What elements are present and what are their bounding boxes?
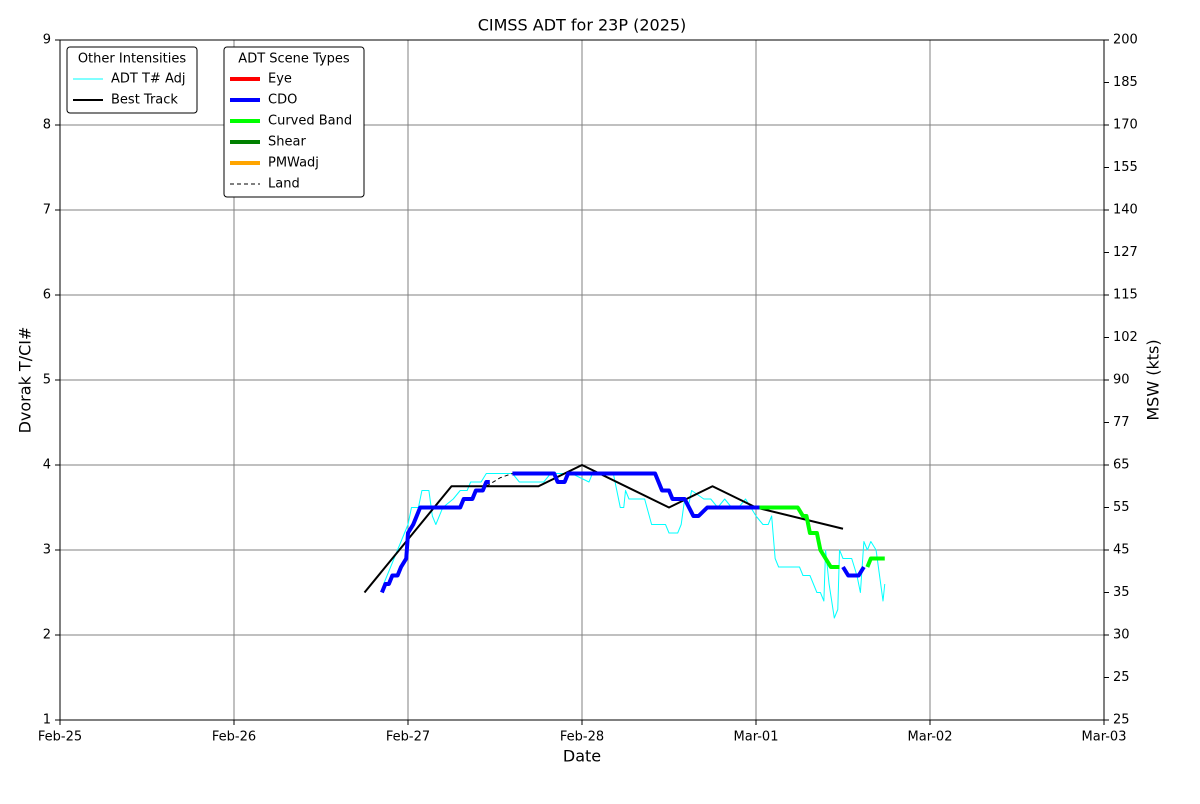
- y2-tick-label: 155: [1113, 160, 1138, 175]
- legend-label: CDO: [268, 93, 297, 108]
- y-tick-label: 2: [43, 628, 51, 643]
- x-tick-label: Feb-28: [560, 730, 604, 745]
- plot-frame: [59, 39, 1105, 721]
- chart-title: CIMSS ADT for 23P (2025): [478, 16, 687, 35]
- x-tick-label: Feb-25: [38, 730, 82, 745]
- y2-tick-label: 90: [1113, 373, 1130, 388]
- y-tick-label: 3: [43, 543, 51, 558]
- y2-tick-label: 30: [1113, 628, 1130, 643]
- y2-tick-label: 200: [1113, 33, 1138, 48]
- x-axis-label: Date: [563, 747, 601, 766]
- y-tick-label: 7: [43, 203, 51, 218]
- y2-tick-label: 140: [1113, 203, 1138, 218]
- x-tick-label: Feb-27: [386, 730, 430, 745]
- legend-title: Other Intensities: [78, 52, 187, 67]
- legend-label: Best Track: [111, 93, 178, 108]
- y-tick-label: 6: [43, 288, 51, 303]
- series-line: [486, 473, 513, 487]
- legend-label: Curved Band: [268, 114, 352, 129]
- y2-tick-label: 65: [1113, 458, 1130, 473]
- legend-title: ADT Scene Types: [238, 52, 350, 67]
- y2-tick-label: 77: [1113, 415, 1130, 430]
- x-tick-label: Mar-03: [1082, 730, 1127, 745]
- y-tick-label: 5: [43, 373, 51, 388]
- x-tick-label: Feb-26: [212, 730, 256, 745]
- y2-tick-label: 55: [1113, 500, 1130, 515]
- y2-tick-label: 35: [1113, 585, 1130, 600]
- y2-tick-label: 45: [1113, 543, 1130, 558]
- y2-axis-label: MSW (kts): [1144, 339, 1163, 420]
- legend-box: [66, 46, 198, 114]
- x-tick-label: Mar-01: [734, 730, 779, 745]
- series-line: [759, 505, 885, 569]
- y2-tick-label: 25: [1113, 670, 1130, 685]
- y2-tick-label: 185: [1113, 75, 1138, 90]
- legend-label: Eye: [268, 72, 292, 87]
- legend-label: Shear: [268, 135, 306, 150]
- y2-tick-label: 170: [1113, 118, 1138, 133]
- x-tick-label: Mar-02: [908, 730, 953, 745]
- y-tick-label: 8: [43, 118, 51, 133]
- legend-label: Land: [268, 177, 300, 192]
- y2-tick-label: 102: [1113, 330, 1138, 345]
- legend-box: [223, 46, 365, 198]
- y2-tick-label: 127: [1113, 245, 1138, 260]
- series-line: [380, 471, 866, 594]
- legend-label: ADT T# Adj: [111, 72, 185, 87]
- y-tick-label: 9: [43, 33, 51, 48]
- y-tick-label: 4: [43, 458, 51, 473]
- y-axis-label: Dvorak T/CI#: [16, 327, 35, 434]
- y2-tick-label: 115: [1113, 288, 1138, 303]
- legend-label: PMWadj: [268, 156, 319, 171]
- series-line: [363, 464, 844, 594]
- y-tick-label: 1: [43, 713, 51, 728]
- y2-tick-label: 25: [1113, 713, 1130, 728]
